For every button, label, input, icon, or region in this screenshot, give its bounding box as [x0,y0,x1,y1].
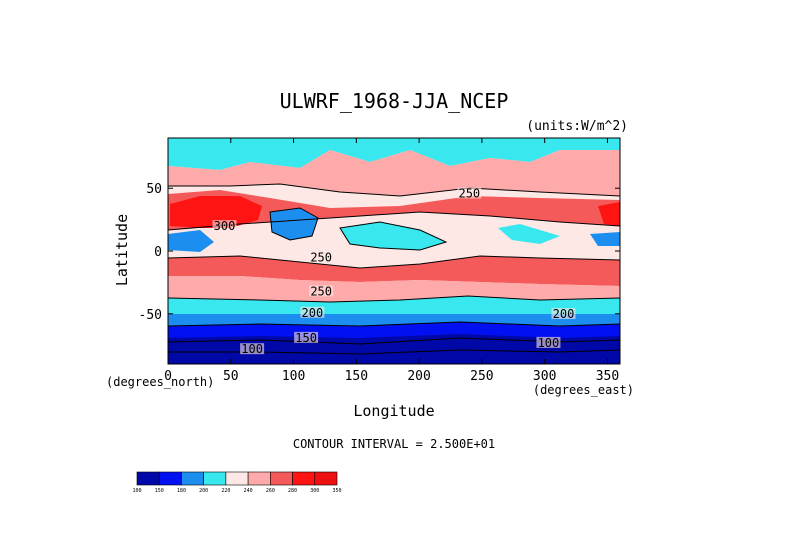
x-tick-label: 350 [596,369,619,384]
contour-label: 200 [302,306,324,320]
colorbar-level-label: 150 [155,488,164,494]
x-axis: 0 50 100 150 200 250 300 350 [164,138,619,384]
y-tick-label: 50 [146,182,162,197]
contour-label: 100 [538,336,560,350]
x-tick-label: 0 [164,369,172,384]
x-axis-label: Longitude [353,402,434,420]
colorbar-level-label: 200 [199,488,208,494]
contour-label-bg [551,308,576,320]
x-tick-label: 200 [407,369,430,384]
units-label: (units:W/m^2) [526,119,628,134]
contour-interval-text: CONTOUR INTERVAL = 2.500E+01 [293,437,495,451]
x-tick-label: 250 [470,369,493,384]
colorbar-swatch [203,471,227,486]
x-unit-label: (degrees_east) [533,383,634,397]
colorbar-level-label: 350 [332,488,341,494]
contour-label-bg [240,343,265,355]
colorbar-level-label: 100 [132,488,141,494]
contour-labels: 250 300 250 250 200 200 150 100 100 [212,187,576,356]
colorbar-level-label: 220 [221,488,230,494]
colorbar-level-label: 260 [266,488,275,494]
contour-label: 250 [310,284,332,298]
colorbar-swatch [292,471,316,486]
chart-title: ULWRF_1968-JJA_NCEP [280,89,509,113]
contour-label-bg [212,220,237,232]
colorbar-swatch [247,471,271,486]
contour-label: 100 [241,342,263,356]
contour-label: 250 [458,187,480,201]
y-tick-label: 0 [154,245,162,260]
y-unit-label: (degrees_north) [106,375,214,389]
contour-label-bg [457,187,482,199]
x-tick-label: 100 [282,369,305,384]
y-axis-label: Latitude [113,214,131,286]
colorbar-swatch [136,471,160,486]
colorbar-swatch [270,471,293,486]
contour-label-bg [536,336,561,348]
contour-label: 250 [310,251,332,265]
contour-label-bg [309,251,334,263]
colorbar-swatch [158,471,182,486]
colorbar-swatch [225,471,249,486]
colorbar-level-label: 280 [288,488,297,494]
colorbar-swatch [314,471,338,486]
x-tick-label: 50 [223,369,239,384]
colorbar-swatch [181,471,204,486]
y-axis: -50 0 50 [139,182,620,323]
contour-label: 200 [553,307,575,321]
y-tick-label: -50 [139,308,162,323]
colorbar-level-label: 240 [244,488,253,494]
contour-label-bg [309,285,334,297]
contour-label: 150 [295,331,317,345]
x-tick-label: 150 [345,369,368,384]
contour-label: 300 [214,219,236,233]
x-tick-label: 300 [533,369,556,384]
contour-label-bg [294,331,319,343]
contour-label-bg [300,306,325,318]
colorbar-level-label: 300 [310,488,319,494]
map-field [168,138,620,364]
colorbar-level-label: 180 [177,488,186,494]
colorbar: 100 150 180 200 220 240 260 280 300 350 [132,471,342,494]
